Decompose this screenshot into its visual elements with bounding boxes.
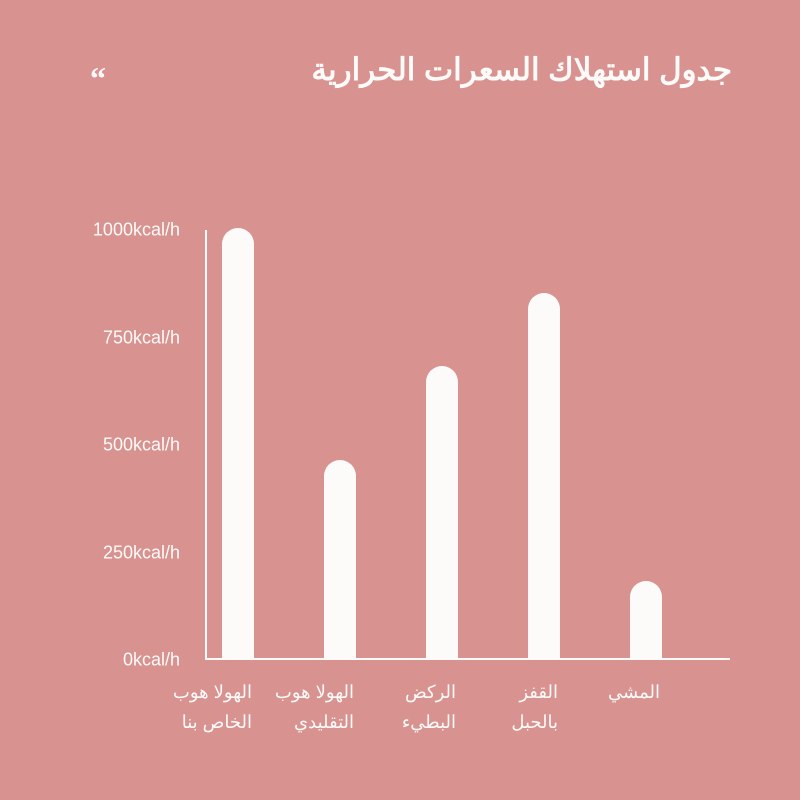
plot-area <box>205 230 730 660</box>
bar <box>222 228 254 658</box>
x-label: الهولا هوبالخاص بنا <box>220 678 252 737</box>
y-label: 250kcal/h <box>103 542 180 563</box>
bar <box>426 366 458 658</box>
x-label: القفزبالحبل <box>526 678 558 737</box>
x-label: الهولا هوبالتقليدي <box>322 678 354 737</box>
y-axis: 1000kcal/h 750kcal/h 500kcal/h 250kcal/h… <box>90 230 200 660</box>
bars-container <box>207 230 730 658</box>
bar <box>528 293 560 659</box>
y-label: 500kcal/h <box>103 435 180 456</box>
bar <box>324 460 356 658</box>
y-label: 750kcal/h <box>103 327 180 348</box>
bar <box>630 581 662 658</box>
chart-title: جدول استهلاك السعرات الحرارية <box>311 52 732 88</box>
x-label: الركضالبطيء <box>424 678 456 737</box>
x-label: المشي <box>628 678 660 737</box>
y-label: 1000kcal/h <box>93 220 180 241</box>
quote-mark: “ <box>90 60 106 97</box>
calorie-chart: 1000kcal/h 750kcal/h 500kcal/h 250kcal/h… <box>110 230 730 660</box>
y-label: 0kcal/h <box>123 650 180 671</box>
x-axis: الهولا هوبالخاص بنا الهولا هوبالتقليدي ا… <box>205 660 730 737</box>
